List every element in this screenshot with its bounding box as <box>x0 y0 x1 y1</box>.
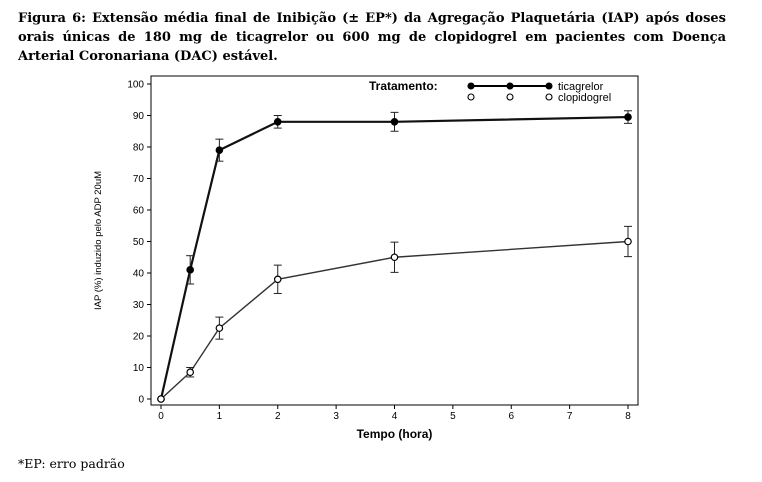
legend-marker-clopidogrel <box>506 93 514 101</box>
y-tick-label: 80 <box>133 143 145 154</box>
legend-title: Tratamento: <box>369 79 438 93</box>
legend-marker-clopidogrel <box>467 93 475 101</box>
data-point-clopidogrel <box>273 275 282 284</box>
legend-marker-ticagrelor <box>545 82 553 90</box>
data-point-ticagrelor <box>624 113 632 121</box>
y-tick-label: 10 <box>133 363 145 374</box>
x-tick-label: 7 <box>567 411 573 422</box>
data-point-ticagrelor <box>215 146 224 154</box>
y-tick-label: 90 <box>133 111 145 122</box>
data-point-clopidogrel <box>390 253 399 262</box>
legend-label-ticagrelor: ticagrelor <box>558 81 604 93</box>
y-tick-label: 100 <box>127 80 144 91</box>
x-tick-label: 1 <box>217 411 223 422</box>
legend-marker-ticagrelor <box>467 82 475 90</box>
x-tick-label: 8 <box>625 411 631 422</box>
legend-marker-ticagrelor <box>506 82 514 90</box>
y-axis-ticks: 0 10 20 30 40 50 60 70 80 90 100 <box>127 80 151 406</box>
y-tick-label: 50 <box>133 237 145 248</box>
chart-series <box>157 110 632 403</box>
data-point-clopidogrel <box>186 368 194 377</box>
series-clopidogrel <box>157 225 632 403</box>
data-point-ticagrelor <box>273 118 282 126</box>
x-tick-label: 6 <box>508 411 514 422</box>
x-tick-label: 0 <box>158 411 164 422</box>
series-line-clopidogrel <box>160 240 629 400</box>
legend-label-clopidogrel: clopidogrel <box>558 92 611 104</box>
figure-caption: Figura 6: Extensão média final de Inibiç… <box>18 11 726 64</box>
data-point-clopidogrel <box>624 237 632 246</box>
data-point-clopidogrel <box>215 324 224 332</box>
x-tick-label: 5 <box>450 411 456 422</box>
y-tick-label: 60 <box>133 206 145 217</box>
series-line-ticagrelor <box>159 115 629 400</box>
x-axis-label: Tempo (hora) <box>357 427 433 441</box>
y-axis-label: IAP (%) induzido pelo ADP 20uM <box>93 171 104 310</box>
x-tick-label: 4 <box>392 411 398 422</box>
data-point-ticagrelor <box>186 266 194 274</box>
footnote: *EP: erro padrão <box>18 456 125 471</box>
x-tick-label: 2 <box>275 411 281 422</box>
y-tick-label: 20 <box>133 332 145 343</box>
x-axis-ticks: 0 1 2 3 4 5 6 7 8 <box>158 405 631 422</box>
y-tick-label: 30 <box>133 300 145 311</box>
data-point-ticagrelor <box>390 118 399 126</box>
y-tick-label: 0 <box>138 395 144 406</box>
y-tick-label: 70 <box>133 174 145 185</box>
y-tick-label: 40 <box>133 269 145 280</box>
x-tick-label: 3 <box>333 411 339 422</box>
legend-marker-clopidogrel <box>545 93 553 101</box>
data-point-clopidogrel <box>157 395 165 403</box>
